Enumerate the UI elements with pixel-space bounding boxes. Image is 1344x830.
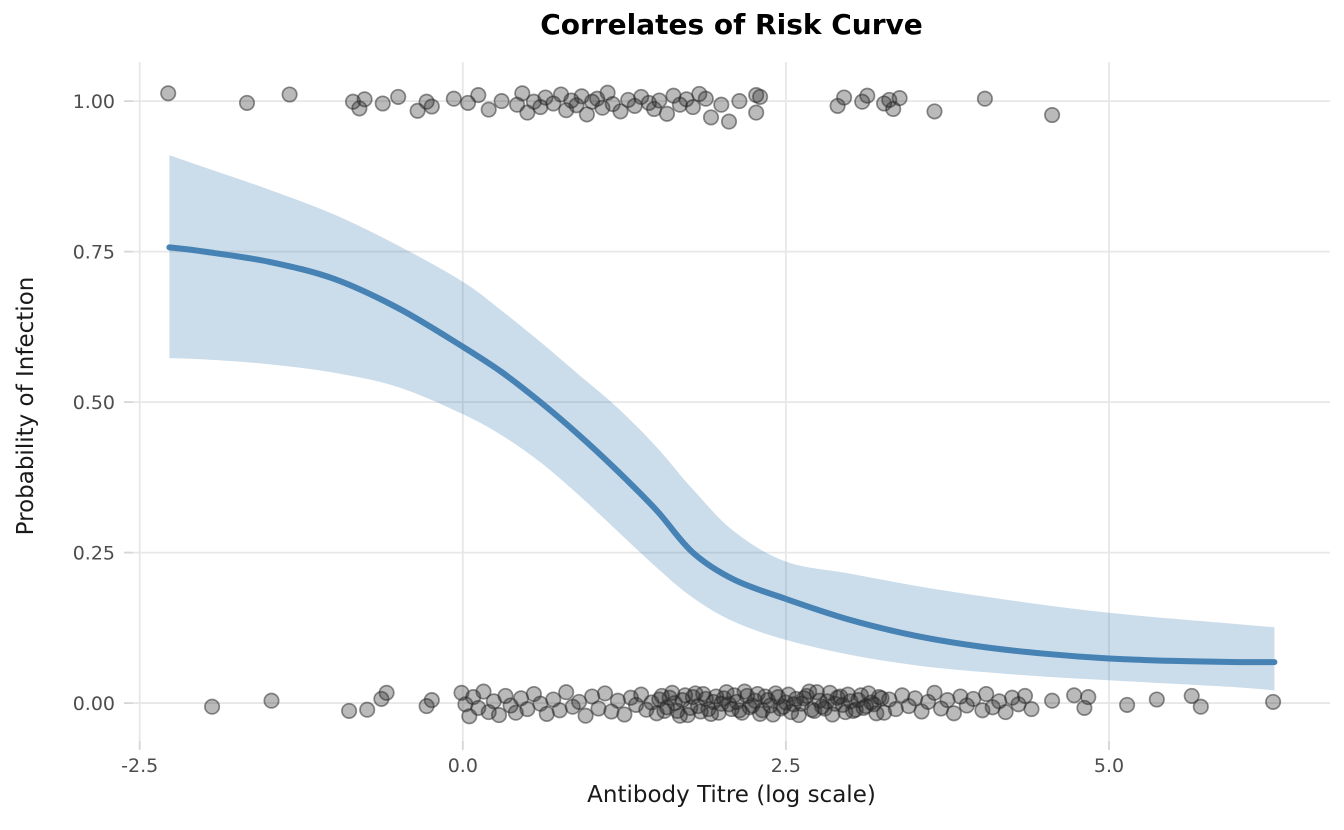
data-point-y0	[1192, 698, 1209, 715]
data-point-y1	[351, 100, 368, 117]
y-tick-label: 1.00	[73, 91, 115, 113]
chart-title: Correlates of Risk Curve	[540, 8, 923, 41]
data-point-y1	[752, 88, 769, 105]
fit-curve	[166, 244, 1278, 666]
data-point-y1	[470, 87, 487, 104]
data-point-y1	[976, 90, 993, 107]
data-point-y0	[978, 685, 995, 703]
data-point-y1	[480, 101, 497, 118]
data-point-y1	[238, 94, 256, 111]
data-point-y0	[475, 683, 492, 700]
data-point-y0	[204, 698, 221, 715]
data-point-y1	[891, 90, 908, 107]
data-point-y0	[577, 707, 594, 724]
data-point-y0	[1183, 687, 1200, 704]
data-point-y0	[590, 700, 607, 717]
data-point-y1	[748, 104, 765, 121]
data-point-y0	[497, 687, 514, 704]
data-point-y1	[720, 113, 738, 130]
data-point-y0	[1044, 692, 1061, 709]
data-point-y0	[780, 686, 797, 703]
data-point-y0	[926, 684, 943, 701]
data-point-y1	[374, 95, 391, 112]
data-point-y1	[702, 109, 720, 126]
data-point-y0	[887, 701, 904, 718]
x-axis-title: Antibody Titre (log scale)	[587, 782, 876, 808]
data-point-y1	[568, 97, 585, 114]
x-tick-label: 2.5	[771, 755, 801, 777]
data-point-y0	[997, 704, 1014, 721]
data-point-y0	[1265, 693, 1282, 710]
data-point-y0	[378, 684, 395, 701]
y-tick-label: 0.75	[73, 242, 115, 264]
y-axis-title: Probability of Infection	[13, 276, 39, 536]
data-point-y1	[160, 85, 177, 102]
data-point-y1	[281, 86, 298, 103]
data-point-y1	[859, 87, 876, 104]
data-point-y0	[359, 701, 376, 718]
data-point-y0	[341, 702, 358, 719]
data-point-y1	[658, 105, 676, 122]
data-point-y0	[616, 706, 633, 723]
data-point-y1	[836, 89, 853, 106]
data-point-y1	[697, 90, 714, 107]
data-point-y1	[445, 90, 462, 107]
data-point-y0	[1119, 696, 1136, 713]
data-point-y1	[926, 103, 943, 120]
data-point-y1	[514, 85, 531, 102]
data-point-y0	[609, 692, 626, 709]
y-tick-label: 0.25	[73, 543, 115, 565]
data-point-y1	[612, 103, 629, 120]
data-point-y1	[356, 91, 373, 108]
data-point-y0	[490, 707, 508, 724]
data-point-y0	[945, 705, 962, 722]
data-point-y0	[558, 684, 575, 701]
data-point-y1	[713, 96, 730, 113]
data-point-y1	[423, 98, 440, 115]
data-point-y0	[1023, 701, 1040, 718]
data-point-y0	[1016, 687, 1034, 704]
y-tick-label: 0.50	[73, 392, 115, 414]
data-point-y0	[1148, 691, 1165, 708]
data-point-y0	[263, 692, 280, 709]
data-point-y1	[731, 93, 748, 110]
data-point-y0	[1066, 687, 1083, 704]
confidence-ribbon	[169, 155, 1275, 691]
data-point-y0	[907, 690, 924, 707]
x-tick-label: -2.5	[121, 755, 158, 777]
x-tick-label: 0.0	[448, 755, 478, 777]
data-point-y0	[1080, 689, 1097, 706]
data-point-y1	[493, 93, 510, 110]
data-point-y1	[390, 88, 407, 105]
data-point-y1	[651, 92, 668, 109]
data-point-y0	[596, 685, 614, 702]
data-point-y0	[551, 702, 568, 719]
y-tick-label: 0.00	[73, 693, 115, 715]
data-point-y0	[423, 692, 440, 709]
data-point-y1	[1044, 106, 1061, 124]
data-point-y1	[684, 99, 701, 116]
x-tick-label: 5.0	[1094, 755, 1124, 777]
